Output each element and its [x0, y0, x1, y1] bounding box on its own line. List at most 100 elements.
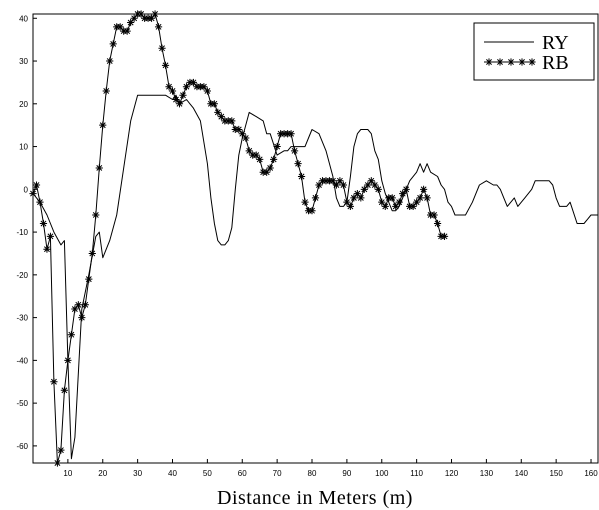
data-point-rb [364, 181, 372, 189]
data-point-rb [29, 190, 37, 198]
data-point-rb [158, 44, 166, 52]
data-point-rb [399, 190, 407, 198]
data-point-rb [381, 202, 389, 211]
data-point-rb [420, 185, 428, 193]
data-point-rb [357, 194, 365, 202]
data-point-rb [270, 155, 278, 163]
data-point-rb [266, 164, 274, 172]
series-group [29, 10, 598, 467]
series-rb [29, 10, 449, 467]
data-point-rb [161, 61, 170, 69]
x-tick-label: 10 [63, 469, 72, 478]
data-point-rb [273, 142, 281, 151]
data-point-rb [416, 194, 424, 202]
data-point-rb [263, 168, 271, 176]
series-rb-line [32, 13, 445, 464]
data-point-rb [371, 181, 379, 189]
x-tick-label: 90 [342, 469, 351, 478]
data-point-rb [182, 83, 191, 91]
x-tick-label: 60 [238, 469, 247, 478]
plot-frame [32, 13, 599, 464]
x-tick-label: 20 [98, 469, 107, 478]
x-tick-label: 130 [480, 469, 494, 478]
data-point-rb [175, 100, 184, 108]
data-point-rb [353, 190, 361, 198]
data-point-rb [339, 181, 348, 189]
data-point-rb [360, 185, 368, 193]
data-point-rb [78, 314, 86, 322]
data-point-rb [99, 121, 107, 129]
legend: RY RB [473, 22, 595, 81]
data-point-rb [343, 198, 351, 206]
data-point-rb [297, 172, 306, 181]
data-point-rb [392, 202, 400, 211]
x-tick-label: 30 [133, 469, 142, 478]
data-point-rb [39, 219, 48, 228]
data-point-rb [332, 181, 341, 189]
y-tick-label: 0 [24, 185, 29, 194]
legend-rb-star [518, 58, 526, 66]
data-point-rb [200, 83, 208, 91]
legend-rb-star [507, 58, 515, 66]
data-point-rb [388, 194, 396, 202]
data-point-rb [92, 211, 100, 219]
data-point-rb [440, 232, 449, 240]
data-point-rb [395, 198, 403, 206]
data-point-rb [168, 87, 177, 95]
x-tick-label: 40 [168, 469, 177, 478]
data-point-rb [413, 198, 421, 206]
data-point-rb [85, 275, 93, 283]
data-point-rb [423, 194, 431, 202]
data-point-rb [81, 301, 89, 309]
data-point-rb [336, 177, 344, 185]
data-point-rb [252, 151, 260, 159]
data-point-rb [151, 10, 159, 18]
data-point-rb [106, 57, 114, 65]
data-point-rb [409, 202, 417, 211]
data-point-rb [189, 78, 198, 87]
data-point-rb [179, 91, 187, 99]
x-tick-label: 150 [549, 469, 563, 478]
legend-rb-star [496, 58, 504, 66]
data-point-rb [294, 160, 302, 168]
data-point-rb [137, 10, 145, 18]
data-point-rb [88, 249, 96, 258]
data-point-rb [60, 386, 68, 394]
data-point-rb [67, 331, 75, 339]
data-point-rb [50, 378, 58, 386]
data-point-rb [308, 207, 316, 215]
data-point-rb [109, 40, 117, 48]
data-point-rb [238, 130, 246, 138]
legend-box [473, 22, 595, 81]
data-point-rb [130, 14, 138, 22]
legend-rb-star [528, 58, 536, 66]
data-point-rb [217, 113, 225, 121]
data-point-rb [346, 202, 354, 211]
data-point-rb [53, 459, 62, 467]
y-tick-label: 10 [19, 143, 28, 152]
data-point-rb [165, 83, 173, 91]
data-point-rb [290, 147, 299, 155]
data-point-rb [43, 245, 51, 253]
x-tick-label: 100 [375, 469, 389, 478]
data-point-rb [214, 108, 222, 116]
data-point-rb [123, 27, 131, 35]
x-tick-label: 70 [273, 469, 282, 478]
y-axis-ticks: 40 30 20 10 0 -10 -20 -30 -40 -50 -60 [16, 14, 37, 451]
x-tick-label: 110 [410, 469, 423, 478]
data-point-rb [57, 446, 65, 454]
y-tick-label: 20 [19, 100, 28, 109]
legend-ry-label: RY [542, 32, 569, 54]
data-point-rb [210, 100, 218, 108]
data-point-rb [172, 95, 180, 104]
data-point-rb [95, 164, 103, 172]
data-point-rb [228, 117, 236, 125]
data-point-rb [102, 87, 110, 95]
x-tick-label: 140 [515, 469, 529, 478]
data-point-rb [147, 14, 156, 22]
data-point-rb [71, 305, 79, 313]
y-tick-label: -30 [16, 314, 28, 323]
data-point-rb [430, 211, 438, 219]
y-tick-label: -40 [16, 356, 28, 365]
